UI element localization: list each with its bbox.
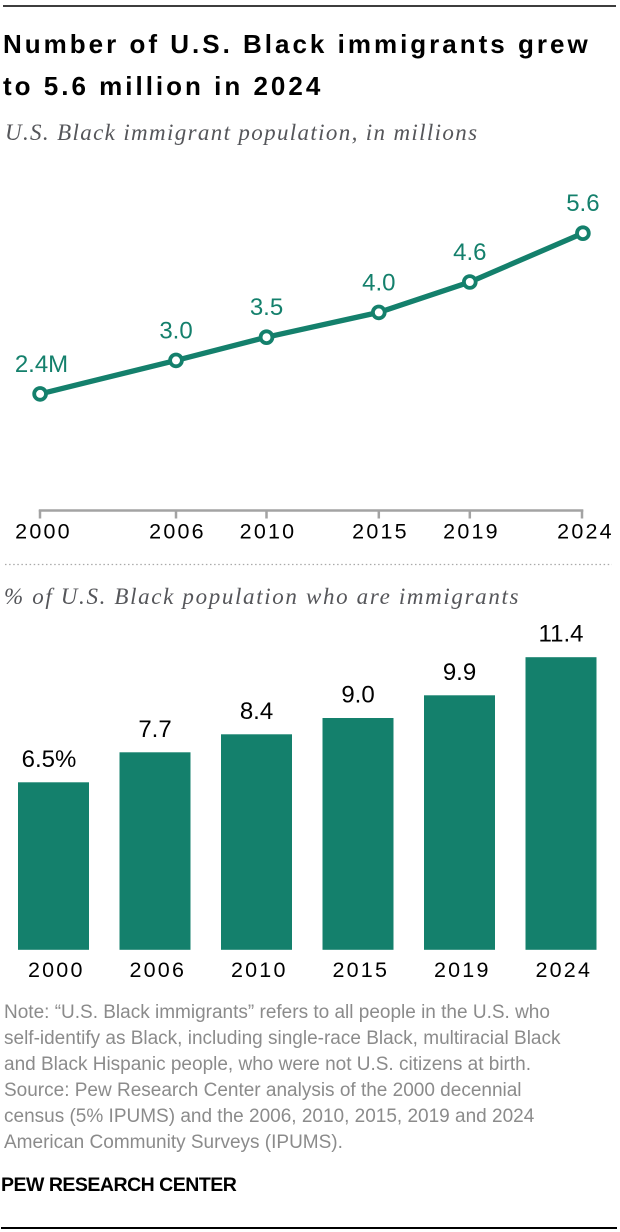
svg-text:6.5%: 6.5% xyxy=(22,746,77,773)
svg-text:3.5: 3.5 xyxy=(250,294,283,321)
svg-text:2024: 2024 xyxy=(557,520,614,544)
svg-text:2006: 2006 xyxy=(149,520,206,544)
svg-text:5.6: 5.6 xyxy=(566,190,599,217)
svg-text:2010: 2010 xyxy=(240,520,297,544)
svg-text:11.4: 11.4 xyxy=(539,621,584,648)
svg-text:2024: 2024 xyxy=(535,958,592,982)
svg-text:2019: 2019 xyxy=(434,958,491,982)
svg-text:8.4: 8.4 xyxy=(240,698,273,725)
svg-text:2000: 2000 xyxy=(15,520,72,544)
svg-text:3.0: 3.0 xyxy=(159,317,192,344)
svg-text:2.4M: 2.4M xyxy=(15,351,68,378)
svg-text:2015: 2015 xyxy=(332,958,389,982)
svg-text:7.7: 7.7 xyxy=(138,716,171,743)
svg-text:2010: 2010 xyxy=(231,958,288,982)
svg-text:2015: 2015 xyxy=(352,520,409,544)
svg-text:4.0: 4.0 xyxy=(362,269,395,296)
svg-text:4.6: 4.6 xyxy=(453,239,486,266)
svg-text:2006: 2006 xyxy=(129,958,186,982)
svg-text:9.0: 9.0 xyxy=(341,682,374,709)
svg-text:9.9: 9.9 xyxy=(443,659,476,686)
svg-text:2019: 2019 xyxy=(443,520,500,544)
svg-text:2000: 2000 xyxy=(28,958,85,982)
